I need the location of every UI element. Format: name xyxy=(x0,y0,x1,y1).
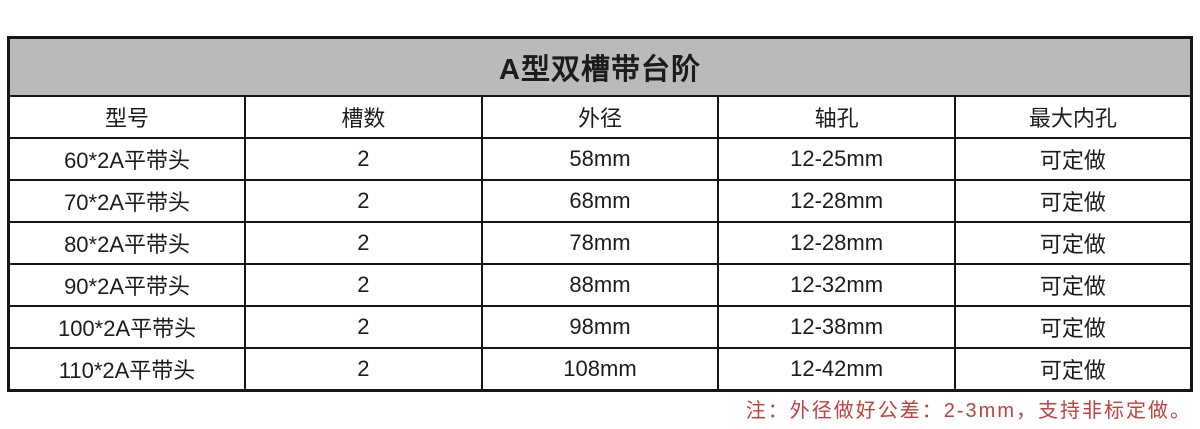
header-groove-count: 槽数 xyxy=(244,95,483,139)
cell-max-bore: 可定做 xyxy=(953,263,1193,307)
cell-model: 80*2A平带头 xyxy=(7,221,247,265)
cell-model: 70*2A平带头 xyxy=(7,179,247,223)
header-max-bore: 最大内孔 xyxy=(953,95,1193,139)
table-title-row: A型双槽带台阶 xyxy=(7,36,1193,97)
table-row: 110*2A平带头 2 108mm 12-42mm 可定做 xyxy=(7,347,1193,392)
cell-model: 60*2A平带头 xyxy=(7,137,247,181)
header-model: 型号 xyxy=(7,95,247,139)
cell-max-bore: 可定做 xyxy=(953,305,1193,349)
cell-model: 100*2A平带头 xyxy=(7,305,247,349)
header-shaft-hole: 轴孔 xyxy=(717,95,956,139)
cell-shaft-hole: 12-28mm xyxy=(717,179,956,223)
cell-groove-count: 2 xyxy=(244,305,483,349)
cell-groove-count: 2 xyxy=(244,179,483,223)
cell-shaft-hole: 12-25mm xyxy=(717,137,956,181)
table-header-row: 型号 槽数 外径 轴孔 最大内孔 xyxy=(7,95,1193,139)
cell-outer-diameter: 58mm xyxy=(480,137,720,181)
cell-outer-diameter: 98mm xyxy=(480,305,720,349)
table-row: 100*2A平带头 2 98mm 12-38mm 可定做 xyxy=(7,305,1193,349)
header-outer-diameter: 外径 xyxy=(480,95,720,139)
cell-max-bore: 可定做 xyxy=(953,137,1193,181)
cell-model: 90*2A平带头 xyxy=(7,263,247,307)
cell-shaft-hole: 12-42mm xyxy=(717,347,956,392)
cell-groove-count: 2 xyxy=(244,263,483,307)
cell-max-bore: 可定做 xyxy=(953,347,1193,392)
cell-outer-diameter: 108mm xyxy=(480,347,720,392)
cell-max-bore: 可定做 xyxy=(953,221,1193,265)
table-row: 70*2A平带头 2 68mm 12-28mm 可定做 xyxy=(7,179,1193,223)
cell-groove-count: 2 xyxy=(244,137,483,181)
cell-groove-count: 2 xyxy=(244,347,483,392)
cell-outer-diameter: 88mm xyxy=(480,263,720,307)
table-row: 80*2A平带头 2 78mm 12-28mm 可定做 xyxy=(7,221,1193,265)
cell-outer-diameter: 68mm xyxy=(480,179,720,223)
cell-model: 110*2A平带头 xyxy=(7,347,247,392)
table-row: 60*2A平带头 2 58mm 12-25mm 可定做 xyxy=(7,137,1193,181)
cell-outer-diameter: 78mm xyxy=(480,221,720,265)
cell-shaft-hole: 12-32mm xyxy=(717,263,956,307)
cell-shaft-hole: 12-28mm xyxy=(717,221,956,265)
spec-table: A型双槽带台阶 型号 槽数 外径 轴孔 最大内孔 60*2A平带头 2 58mm… xyxy=(7,36,1193,392)
table-title: A型双槽带台阶 xyxy=(7,36,1193,97)
cell-max-bore: 可定做 xyxy=(953,179,1193,223)
table-row: 90*2A平带头 2 88mm 12-32mm 可定做 xyxy=(7,263,1193,307)
cell-groove-count: 2 xyxy=(244,221,483,265)
cell-shaft-hole: 12-38mm xyxy=(717,305,956,349)
tolerance-note: 注：外径做好公差：2-3mm，支持非标定做。 xyxy=(745,400,1192,422)
